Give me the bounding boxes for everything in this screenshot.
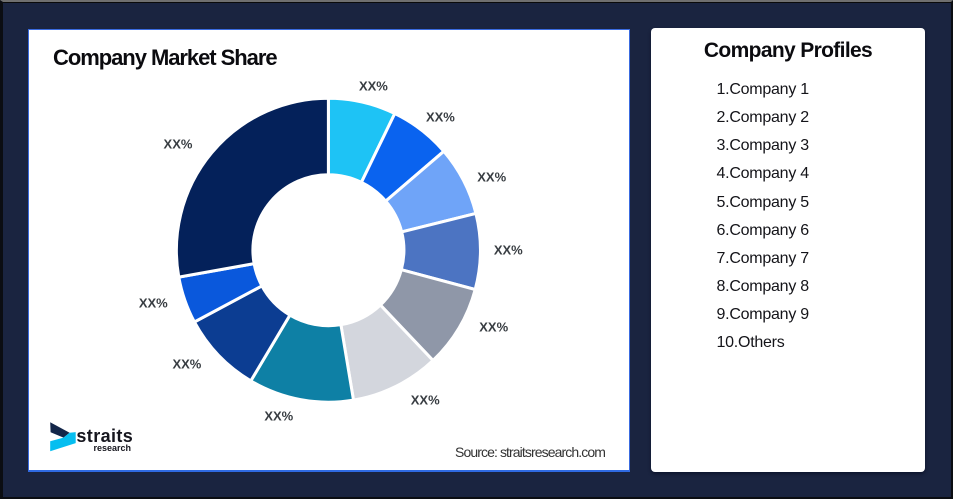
svg-text:straits: straits <box>76 426 133 446</box>
svg-text:research: research <box>93 443 131 453</box>
